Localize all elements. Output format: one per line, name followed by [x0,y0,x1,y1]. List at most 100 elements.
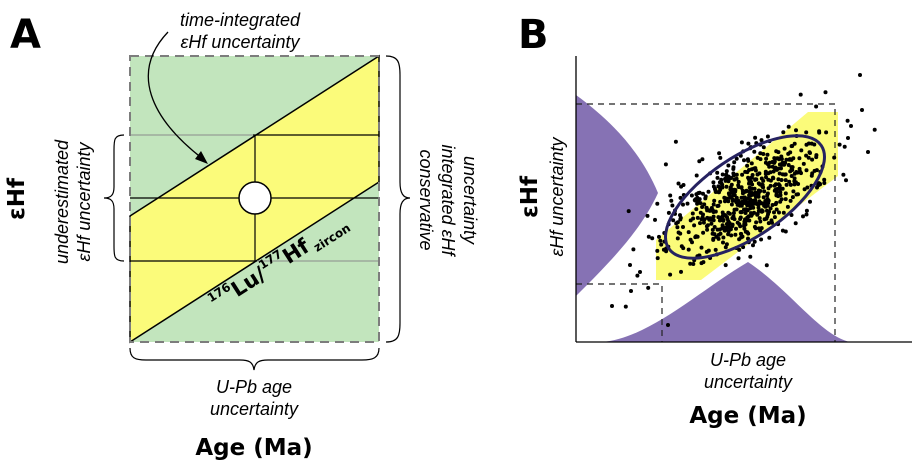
scatter-point [726,179,731,184]
panel-a-bottom-brace [129,347,380,371]
panel-b-yellow-band [656,112,838,280]
scatter-point [763,160,768,165]
scatter-point [788,182,793,187]
scatter-point [759,138,764,143]
scatter-point [701,191,705,196]
scatter-point [712,225,717,229]
scatter-point [730,197,735,202]
scatter-point [720,213,725,218]
scatter-point [755,155,760,160]
scatter-point [778,190,783,195]
scatter-point [771,176,776,181]
scatter-point [841,172,846,177]
scatter-point [785,204,790,209]
scatter-point [749,211,753,216]
scatter-point [709,221,714,226]
scatter-point [668,193,673,198]
scatter-point [789,157,794,162]
scatter-point [782,172,787,177]
scatter-point [690,240,694,245]
scatter-point [759,201,764,205]
scatter-point [789,174,794,178]
scatter-point [669,198,674,203]
scatter-point [719,181,724,186]
scatter-point [726,219,731,224]
scatter-point [711,237,716,242]
scatter-point [695,201,700,206]
scatter-point [809,141,814,146]
scatter-point [631,247,636,252]
scatter-point [726,232,731,237]
scatter-point [731,173,736,178]
scatter-point [771,169,776,174]
scatter-point [653,217,657,222]
panel-a-right-brace [385,55,411,343]
scatter-point [732,177,737,182]
scatter-point [774,207,779,212]
scatter-point [802,187,807,192]
scatter-point [698,210,703,215]
scatter-point [720,210,725,215]
panel-a-dashed-border [129,55,380,343]
scatter-point [765,214,770,219]
panel-a-top-note-1: time-integrated [180,10,301,30]
scatter-point [697,190,702,195]
scatter-point [731,167,736,171]
scatter-point [734,156,739,161]
scatter-point [705,223,710,228]
scatter-point [849,124,853,128]
scatter-point [738,231,743,236]
scatter-point [668,272,673,277]
panel-b-ellipse [664,134,826,260]
scatter-point [791,189,796,194]
scatter-point [727,192,732,197]
panel-b-ylabel: εHf [517,175,543,218]
scatter-point [814,153,819,158]
scatter-point [721,240,725,245]
scatter-point [739,203,744,208]
scatter-point [727,211,732,216]
scatter-point [742,226,747,231]
scatter-point [718,199,723,204]
scatter-point [790,144,795,148]
scatter-point [866,150,870,154]
scatter-point [797,156,802,161]
scatter-point [756,205,761,210]
scatter-point [732,160,737,165]
panel-b-scatter [610,73,877,327]
scatter-point [777,210,781,215]
scatter-point [774,200,779,205]
scatter-point [689,193,694,198]
scatter-point [701,220,706,225]
scatter-point [657,234,661,239]
scatter-point [695,215,700,220]
scatter-point [860,108,864,112]
scatter-point [750,173,755,177]
scatter-point [728,187,733,192]
scatter-point [703,194,708,199]
scatter-point [673,139,678,144]
scatter-point [765,193,770,198]
scatter-point [814,104,819,109]
scatter-point [748,206,753,211]
panel-b-xlabel: Age (Ma) [689,403,806,429]
scatter-point [716,215,721,220]
scatter-point [773,165,778,170]
scatter-point [646,285,651,290]
scatter-point [723,263,728,268]
scatter-point [762,189,767,194]
scatter-point [776,177,781,182]
scatter-point [764,263,769,268]
panel-b-x-distribution [602,262,850,342]
scatter-point [691,216,696,221]
panel-a-left-note-1: underestimated [52,139,72,264]
scatter-point [764,175,768,180]
scatter-point [844,178,848,183]
scatter-point [752,201,757,206]
scatter-point [733,188,738,192]
scatter-point [686,247,691,252]
scatter-point [705,227,710,232]
panel-a-right-note-2: integrated εHf [438,145,458,258]
scatter-point [732,193,737,198]
scatter-point [729,233,734,238]
